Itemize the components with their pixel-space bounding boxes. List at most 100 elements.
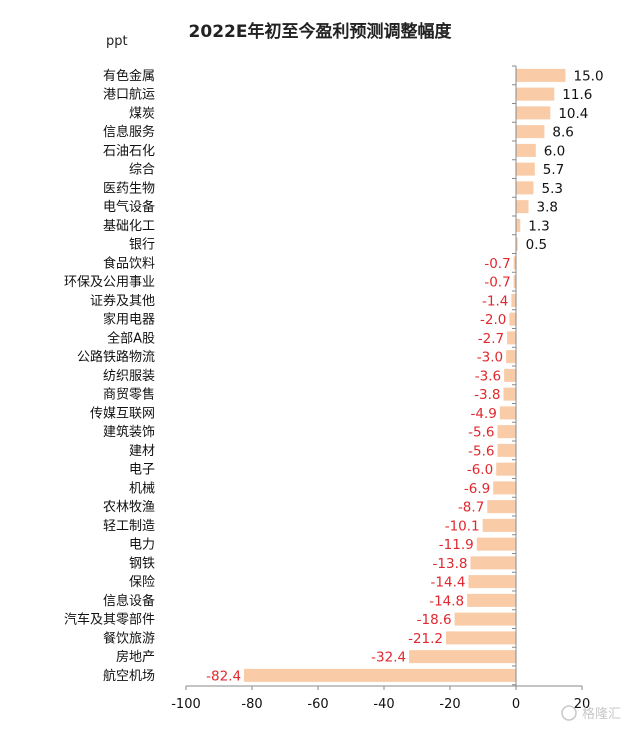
bar: [503, 387, 516, 401]
value-label: 0.5: [526, 237, 547, 253]
value-label: -14.8: [429, 593, 464, 609]
category-label: 保险: [129, 575, 155, 590]
bar: [511, 293, 516, 307]
value-label: -6.0: [467, 462, 493, 478]
value-label: -82.4: [206, 668, 241, 684]
value-label: -3.6: [475, 368, 501, 384]
category-label: 传媒互联网: [90, 406, 155, 421]
value-label: -2.7: [478, 331, 504, 347]
bar: [468, 575, 516, 589]
value-label: -6.9: [464, 481, 490, 497]
bar: [516, 200, 529, 214]
value-label: -14.4: [431, 575, 466, 591]
unit-label: ppt: [106, 34, 128, 49]
bar: [516, 181, 534, 195]
bars-group: [244, 68, 566, 682]
x-tick-label: 0: [512, 697, 520, 712]
bar: [470, 556, 516, 570]
bar: [497, 425, 516, 439]
bar: [454, 612, 516, 626]
watermark-logo-icon: [561, 705, 577, 721]
category-label: 公路铁路物流: [77, 349, 155, 365]
category-label: 煤炭: [129, 106, 155, 121]
bar: [409, 650, 516, 664]
category-label: 房地产: [116, 649, 155, 665]
bar: [516, 143, 536, 157]
watermark: 格隆汇: [561, 705, 621, 722]
category-label: 电力: [129, 538, 155, 553]
value-label: 3.8: [537, 200, 558, 216]
x-tick-label: -100: [171, 697, 201, 712]
category-label: 建筑装饰: [103, 424, 155, 440]
bar: [513, 275, 516, 289]
bar: [516, 125, 545, 139]
category-label: 综合: [129, 163, 155, 178]
value-label: -32.4: [371, 650, 406, 666]
category-label: 食品饮料: [103, 255, 155, 271]
category-label: 信息服务: [103, 124, 155, 140]
value-label: -13.8: [433, 556, 468, 572]
category-label: 有色金属: [103, 68, 155, 84]
bar: [506, 350, 516, 364]
watermark-text: 格隆汇: [582, 706, 621, 722]
category-label: 机械: [129, 481, 155, 496]
value-label: -3.0: [477, 350, 503, 366]
value-label: -1.4: [482, 293, 508, 309]
bar: [476, 537, 516, 551]
category-label: 医药生物: [103, 181, 155, 196]
category-label: 航空机场: [103, 668, 155, 684]
category-label: 环保及公用事业: [64, 275, 155, 290]
bar: [482, 518, 516, 532]
value-label: 5.3: [541, 181, 562, 197]
value-label: -5.6: [468, 425, 494, 441]
bar: [504, 368, 516, 382]
value-label: 5.7: [543, 162, 564, 178]
category-label: 建材: [129, 444, 155, 459]
bar: [507, 331, 516, 345]
value-label: -0.7: [484, 256, 510, 272]
x-tick-label: -60: [307, 697, 328, 712]
value-label: 8.6: [552, 125, 573, 141]
category-labels: 有色金属港口航运煤炭信息服务石油石化综合医药生物电气设备基础化工银行食品饮料环保…: [64, 68, 155, 684]
bar: [497, 443, 516, 457]
value-label: -8.7: [458, 500, 484, 516]
category-label: 银行: [129, 238, 155, 253]
bar: [499, 406, 516, 420]
category-label: 农林牧渔: [103, 500, 155, 515]
category-label: 钢铁: [129, 556, 155, 571]
category-label: 证券及其他: [90, 293, 155, 309]
value-label: -11.9: [439, 537, 474, 553]
x-tick-labels: -100 -80 -60 -40 -20 0 20: [171, 697, 590, 712]
category-label: 信息设备: [103, 593, 155, 609]
category-label: 港口航运: [103, 87, 155, 103]
bar: [513, 256, 516, 270]
value-label: -0.7: [484, 275, 510, 291]
value-label: -21.2: [408, 631, 443, 647]
x-tick-label: -80: [241, 697, 262, 712]
category-label: 商贸零售: [103, 387, 155, 403]
bar: [496, 462, 516, 476]
value-label: 15.0: [574, 68, 604, 84]
bar: [487, 500, 516, 514]
category-label: 轻工制造: [103, 519, 155, 534]
bar: [446, 631, 516, 645]
value-label: 10.4: [558, 106, 588, 122]
value-label: -2.0: [480, 312, 506, 328]
category-label: 电气设备: [103, 199, 155, 215]
bar: [244, 668, 516, 682]
category-label: 餐饮旅游: [103, 630, 155, 646]
value-label: -5.6: [468, 443, 494, 459]
x-tick-label: -20: [439, 697, 460, 712]
value-labels: 15.0 11.6 10.4 8.6 6.0 5.7 5.3 3.8 1.3 0.5 -0.7 -0.…: [206, 68, 603, 684]
bar: [516, 237, 518, 251]
bar: [516, 106, 551, 120]
category-label: 纺织服装: [103, 369, 155, 384]
category-label: 电子: [129, 463, 155, 478]
bar: [467, 593, 516, 607]
category-label: 汽车及其零部件: [64, 612, 155, 628]
value-label: 1.3: [528, 218, 549, 234]
category-label: 家用电器: [103, 312, 155, 328]
value-label: -4.9: [470, 406, 496, 422]
value-label: -18.6: [417, 612, 452, 628]
